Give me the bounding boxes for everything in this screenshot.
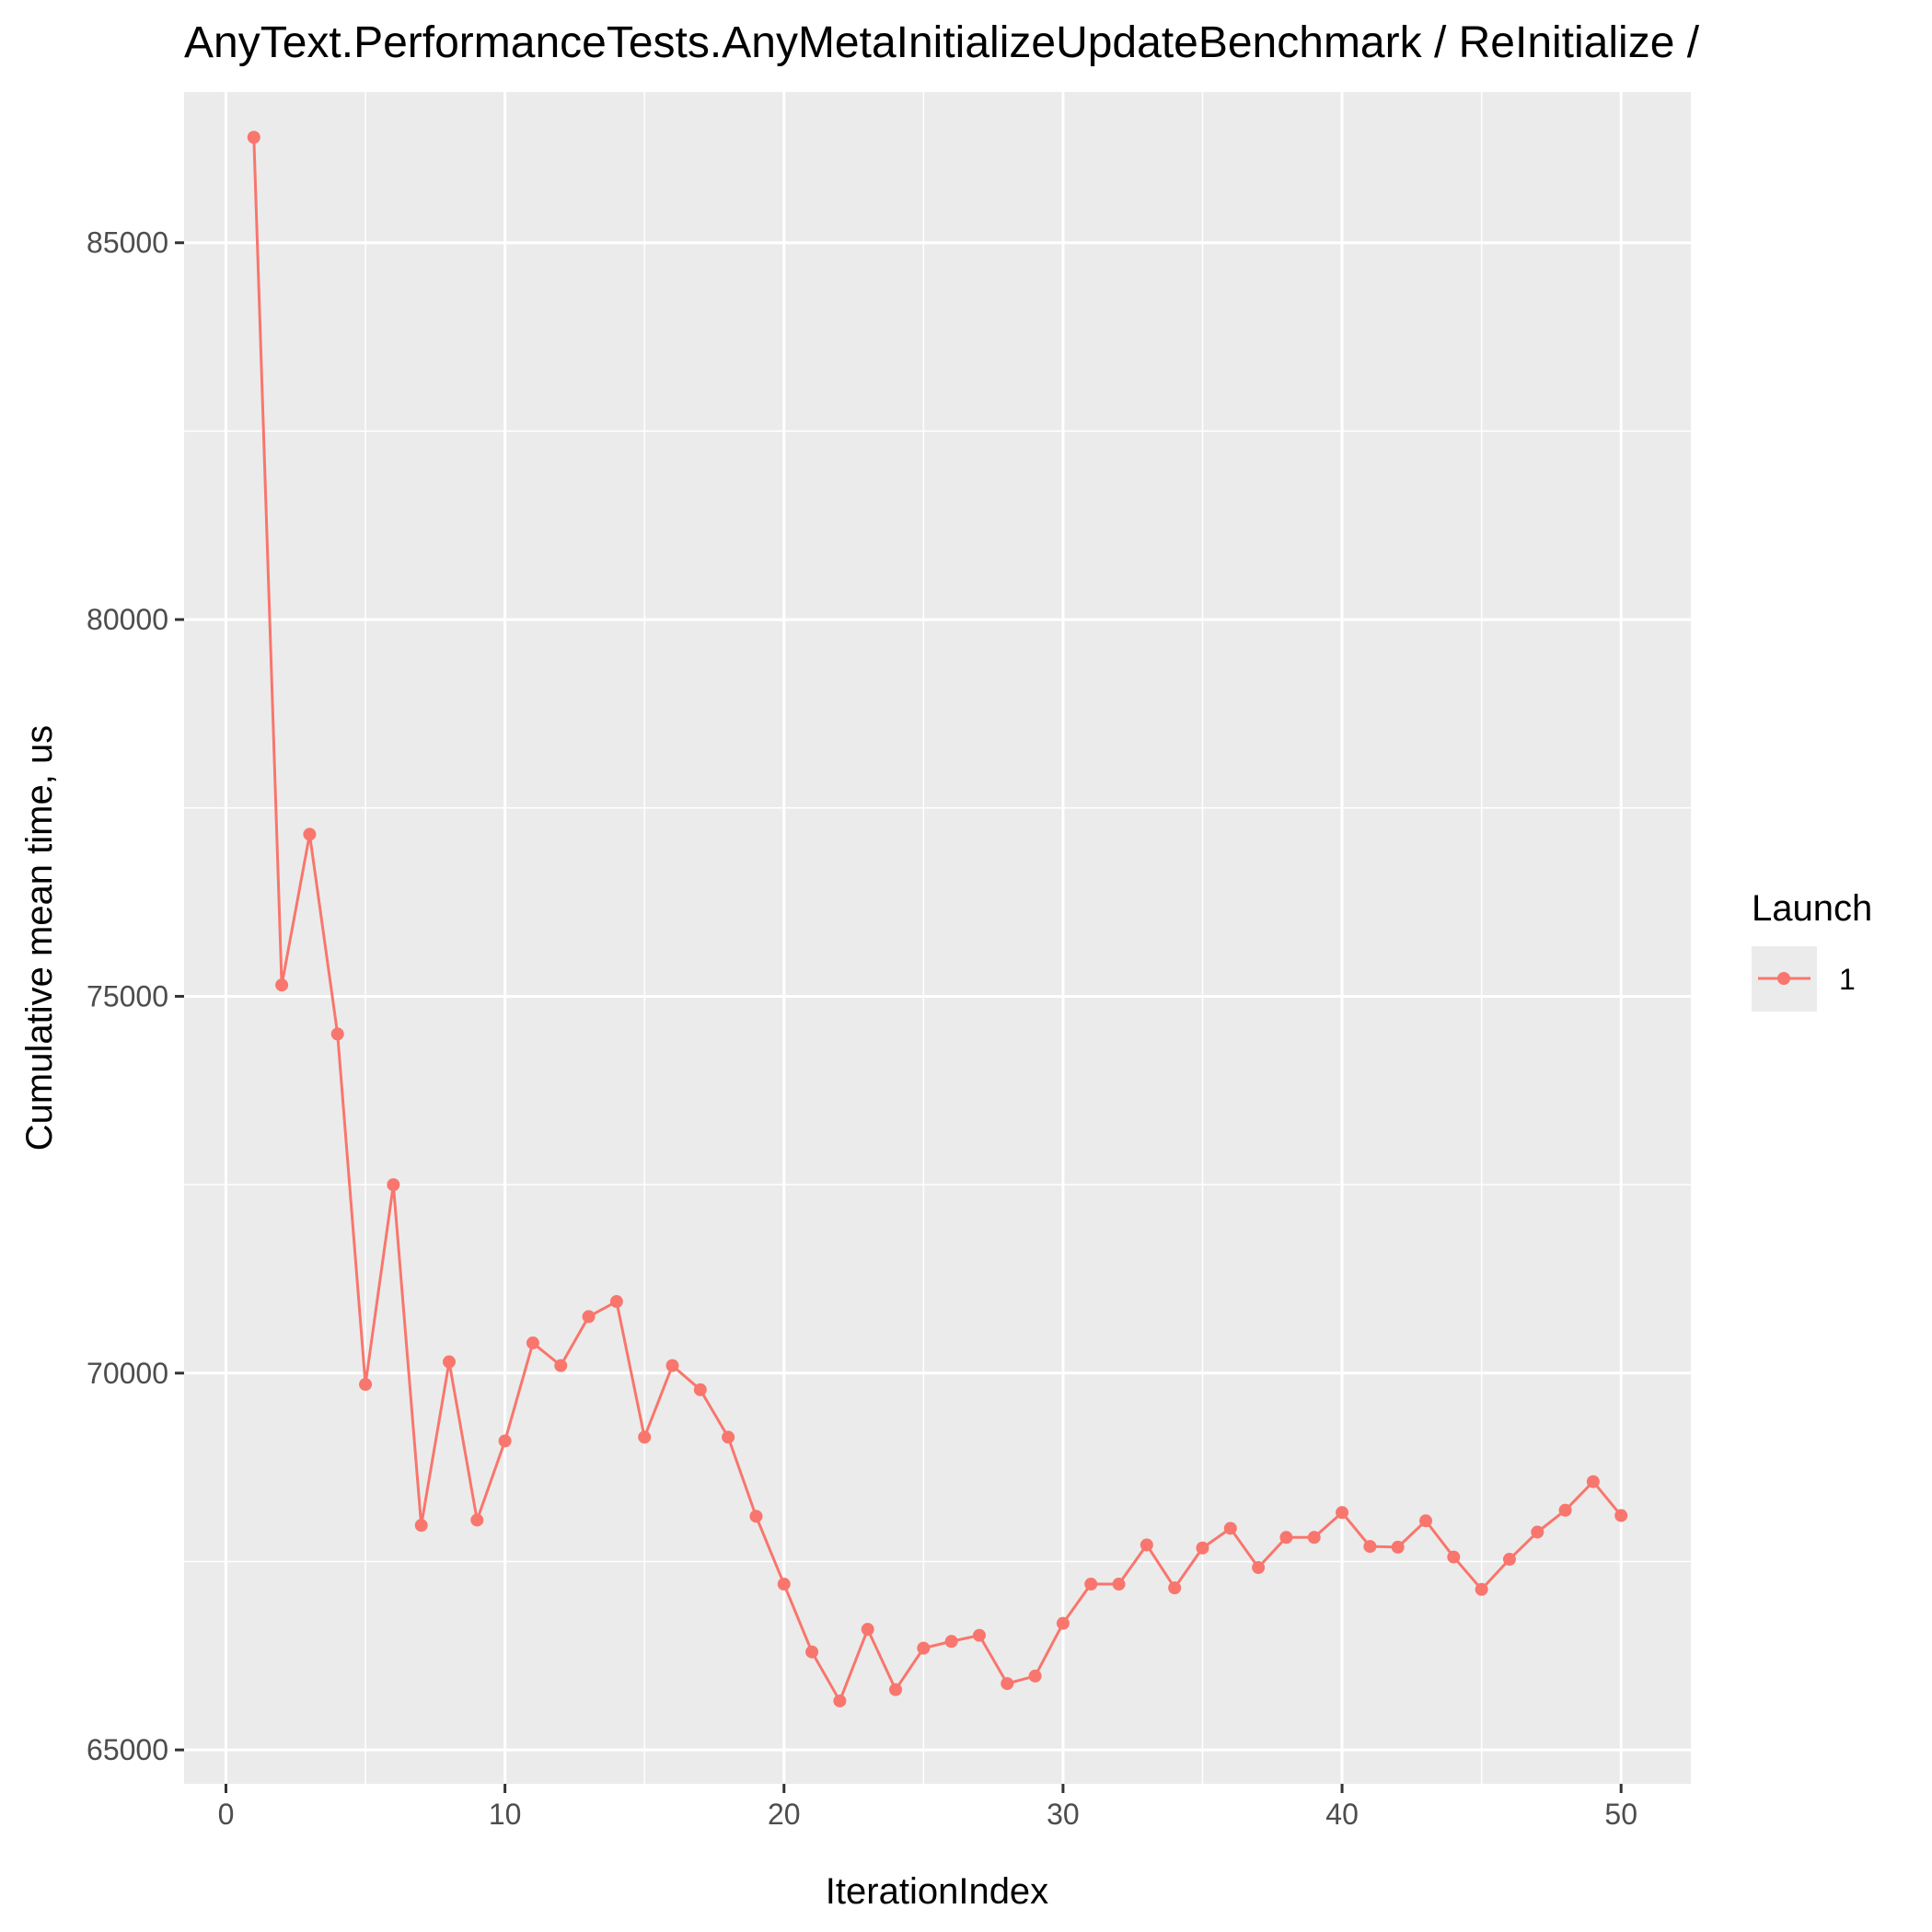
data-point: [387, 1178, 400, 1192]
y-tick-label: 70000: [87, 1357, 168, 1390]
legend-label: 1: [1839, 963, 1856, 996]
data-point: [554, 1359, 568, 1372]
data-point: [1168, 1581, 1182, 1595]
x-tick-label: 20: [768, 1798, 801, 1831]
data-point: [303, 827, 317, 841]
y-axis-title: Cumulative mean time, us: [19, 725, 60, 1151]
data-point: [693, 1382, 707, 1396]
x-tick-label: 30: [1047, 1798, 1080, 1831]
data-point: [609, 1295, 623, 1309]
data-point: [917, 1641, 931, 1655]
data-point: [1363, 1540, 1377, 1554]
data-point: [1614, 1509, 1628, 1522]
data-point: [1531, 1525, 1544, 1539]
data-point: [1558, 1503, 1572, 1517]
data-point: [1586, 1475, 1600, 1488]
data-point: [861, 1623, 874, 1637]
minor-gridlines: [184, 92, 1691, 1784]
data-point: [498, 1434, 512, 1448]
x-tick-label: 0: [218, 1798, 235, 1831]
chart-title: AnyText.PerformanceTests.AnyMetaInitiali…: [184, 18, 1700, 67]
data-point: [1475, 1582, 1488, 1596]
legend: Launch 1: [1752, 888, 1872, 1012]
major-gridlines: [184, 92, 1691, 1784]
data-point: [1196, 1541, 1209, 1555]
data-point: [638, 1430, 652, 1444]
data-point: [889, 1683, 903, 1696]
data-point: [526, 1336, 539, 1350]
axes: 0 10 20 30 40 50 65000 70000 75000 80000 85000: [87, 226, 1637, 1831]
data-point: [1001, 1677, 1014, 1691]
y-tick-label: 65000: [87, 1733, 168, 1766]
data-point: [1336, 1506, 1349, 1520]
data-point: [470, 1513, 484, 1527]
x-tick-label: 50: [1604, 1798, 1637, 1831]
data-point: [1279, 1531, 1293, 1544]
x-tick-label: 10: [489, 1798, 522, 1831]
data-point: [722, 1430, 735, 1444]
y-tick-label: 80000: [87, 603, 168, 636]
data-point: [1419, 1514, 1433, 1528]
data-point: [1307, 1531, 1321, 1544]
data-point: [1028, 1669, 1042, 1683]
data-point: [330, 1027, 344, 1041]
data-point: [1252, 1561, 1266, 1575]
data-point: [359, 1378, 373, 1392]
x-tick-label: 40: [1325, 1798, 1359, 1831]
data-point: [1056, 1616, 1070, 1630]
data-point: [972, 1628, 986, 1642]
data-point: [442, 1355, 456, 1369]
data-point: [665, 1359, 679, 1372]
data-point: [1502, 1553, 1516, 1567]
legend-key-point: [1777, 972, 1790, 985]
data-point: [1140, 1538, 1153, 1552]
y-tick-label: 75000: [87, 979, 168, 1012]
data-point: [805, 1645, 819, 1659]
data-point: [749, 1510, 763, 1523]
plot-panel: [184, 92, 1691, 1784]
data-point: [1447, 1550, 1461, 1564]
data-point: [582, 1310, 596, 1324]
legend-title: Launch: [1752, 888, 1872, 929]
data-point: [944, 1635, 958, 1649]
data-point: [247, 131, 260, 145]
data-point: [1112, 1578, 1126, 1591]
data-point: [1084, 1578, 1098, 1591]
data-point: [777, 1578, 791, 1591]
y-tick-label: 85000: [87, 226, 168, 260]
data-point: [833, 1694, 847, 1707]
series-group: [247, 131, 1628, 1707]
x-axis-title: IterationIndex: [826, 1871, 1048, 1912]
data-point: [414, 1519, 428, 1533]
data-point: [1391, 1540, 1405, 1554]
data-point: [1223, 1521, 1237, 1535]
data-point: [275, 978, 289, 992]
